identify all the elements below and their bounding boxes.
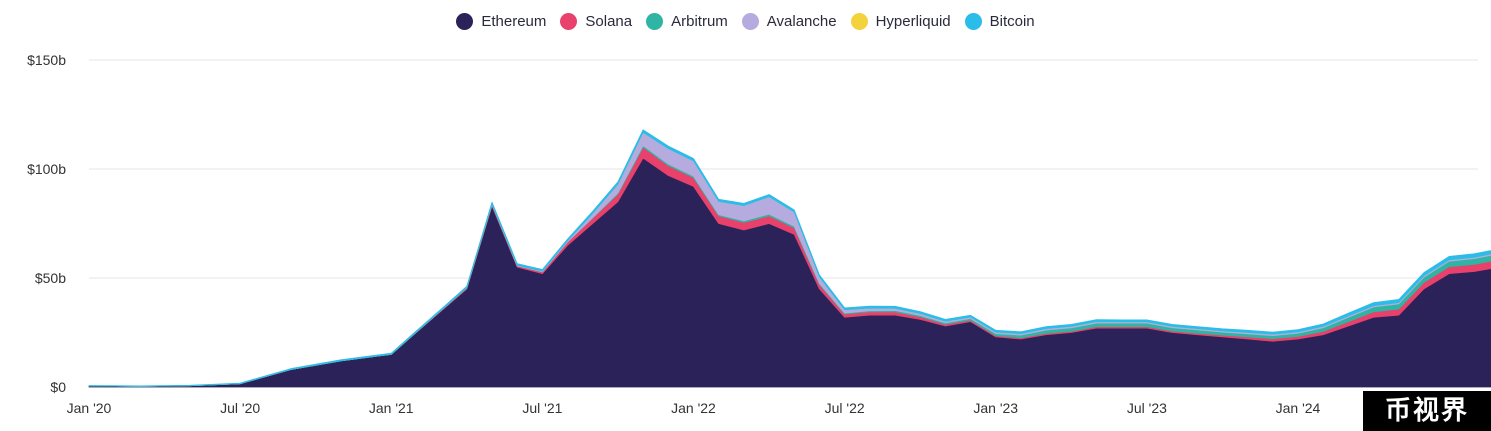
legend-item-solana[interactable]: Solana — [560, 13, 632, 30]
x-tick-label-4: Jan '22 — [671, 400, 716, 416]
chart-legend: Ethereum Solana Arbitrum Avalanche Hyper… — [0, 13, 1491, 30]
x-tick-label-7: Jul '23 — [1127, 400, 1167, 416]
x-tick-label-8: Jan '24 — [1276, 400, 1321, 416]
x-tick-label-0: Jan '20 — [67, 400, 112, 416]
x-tick-label-3: Jul '21 — [522, 400, 562, 416]
x-tick-label-2: Jan '21 — [369, 400, 414, 416]
legend-label-solana: Solana — [585, 13, 633, 30]
y-axis-ticks: $0 $50b $100b $150b — [27, 52, 66, 395]
legend-item-avalanche[interactable]: Avalanche — [741, 13, 837, 30]
legend-swatch-bitcoin — [964, 13, 982, 30]
legend-swatch-avalanche — [741, 13, 759, 30]
legend-item-hyperliquid[interactable]: Hyperliquid — [850, 13, 951, 30]
legend-swatch-hyperliquid — [850, 13, 868, 30]
y-tick-label-1: $50b — [35, 270, 66, 286]
series-areas — [88, 129, 1491, 388]
legend-item-ethereum[interactable]: Ethereum — [456, 13, 546, 30]
legend-label-avalanche: Avalanche — [766, 13, 837, 30]
y-tick-label-0: $0 — [50, 379, 66, 395]
legend-label-bitcoin: Bitcoin — [989, 13, 1035, 30]
x-axis-ticks: Jan '20 Jul '20 Jan '21 Jul '21 Jan '22 Jul '… — [67, 400, 1321, 416]
legend-label-arbitrum: Arbitrum — [671, 13, 728, 30]
watermark-logo: 币视界 — [1363, 391, 1491, 431]
legend-swatch-arbitrum — [646, 13, 664, 30]
legend-label-ethereum: Ethereum — [481, 13, 547, 30]
x-tick-label-1: Jul '20 — [220, 400, 260, 416]
x-tick-label-6: Jan '23 — [973, 400, 1018, 416]
legend-swatch-solana — [560, 13, 578, 30]
y-tick-label-2: $100b — [27, 161, 66, 177]
x-tick-label-5: Jul '22 — [825, 400, 865, 416]
legend-item-bitcoin[interactable]: Bitcoin — [964, 13, 1035, 30]
legend-item-arbitrum[interactable]: Arbitrum — [646, 13, 728, 30]
legend-swatch-ethereum — [456, 13, 474, 30]
y-tick-label-3: $150b — [27, 52, 66, 68]
legend-label-hyperliquid: Hyperliquid — [875, 13, 951, 30]
series-area-bitcoin[interactable] — [88, 129, 1491, 387]
series-area-ethereum[interactable] — [88, 157, 1491, 388]
